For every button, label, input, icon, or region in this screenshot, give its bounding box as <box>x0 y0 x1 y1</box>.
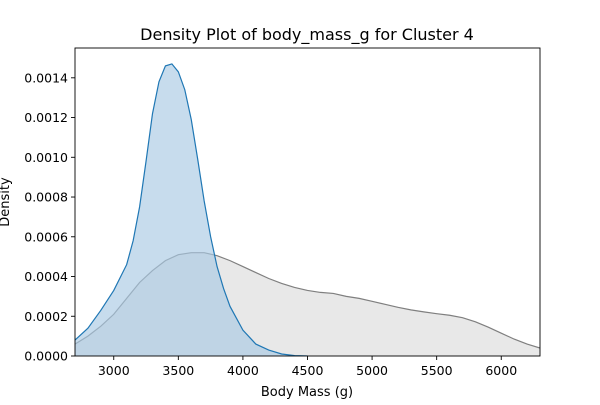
y-tick-label: 0.0002 <box>24 309 68 324</box>
y-tick-label: 0.0006 <box>24 229 68 244</box>
x-tick-label: 3000 <box>98 363 130 378</box>
series-1-density-line <box>75 63 308 356</box>
x-tick-label: 6000 <box>485 363 517 378</box>
x-tick-label: 5000 <box>356 363 388 378</box>
x-tick-label: 4000 <box>227 363 259 378</box>
x-axis-label: Body Mass (g) <box>261 385 353 400</box>
x-tick-label: 4500 <box>292 363 324 378</box>
chart-title: Density Plot of body_mass_g for Cluster … <box>140 25 474 45</box>
series-1-density-area <box>75 63 308 356</box>
y-tick-label: 0.0008 <box>24 190 68 205</box>
y-tick-label: 0.0012 <box>24 110 68 125</box>
y-tick-label: 0.0000 <box>24 349 68 364</box>
y-axis-label: Density <box>0 177 13 227</box>
plot-area: 3000 3500 4000 4500 5000 5500 6000 0.0000 0.0002… <box>24 47 541 378</box>
y-tick-label: 0.0010 <box>24 150 68 165</box>
series-group <box>75 63 540 356</box>
y-tick-label: 0.0014 <box>24 70 68 85</box>
y-tick-label: 0.0004 <box>24 269 68 284</box>
x-tick-label: 5500 <box>421 363 453 378</box>
x-tick-label: 3500 <box>162 363 194 378</box>
